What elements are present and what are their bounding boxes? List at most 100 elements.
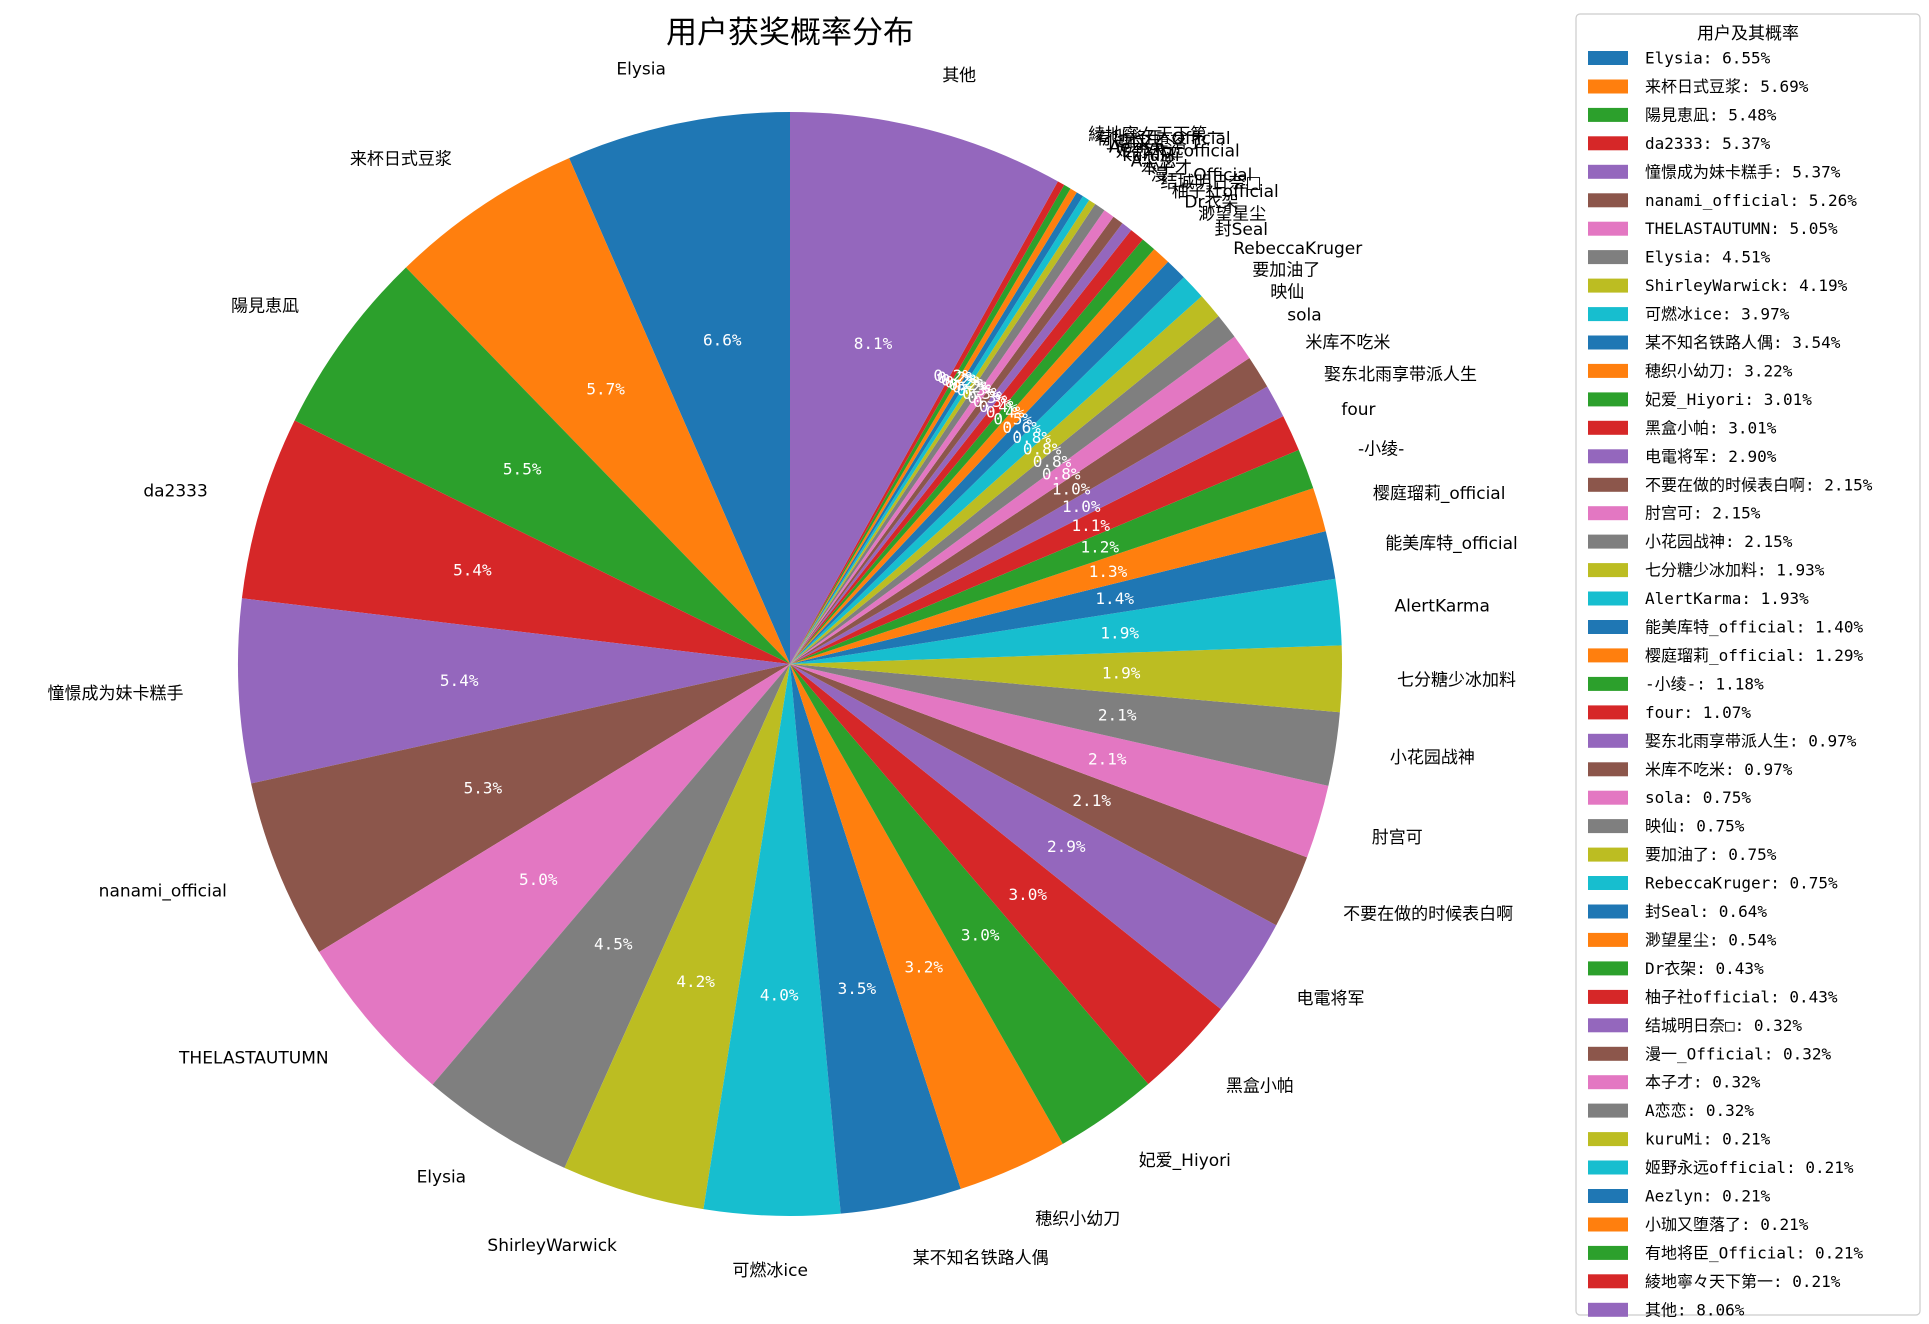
legend-entry-label: 黑盒小帕: 3.01% [1645, 418, 1777, 437]
legend-entry-label: 漫一_Official: 0.32% [1645, 1044, 1831, 1063]
slice-percent-label: 0.4% [986, 403, 1025, 422]
slice-percent-labels: 6.6% 5.7% 5.5% 5.4% 5.4% 5.3% 5.0% 4.5% 4.2% 4.0%… [440, 330, 1141, 1004]
slice-percent-label: 0.8% [1023, 440, 1062, 459]
slice-name-label: Dr衣架 [1184, 192, 1238, 212]
slice-name-label: sola [1287, 306, 1321, 326]
legend-entry-label: kuruMi: 0.21% [1645, 1130, 1771, 1149]
pie-slice [432, 664, 790, 1168]
slice-name-label: -小绫- [1358, 439, 1404, 459]
pie-slice [790, 239, 1155, 664]
legend-swatch [1588, 591, 1628, 606]
legend-entry-label: 本子才: 0.32% [1645, 1073, 1761, 1092]
slice-percent-label: 1.9% [1100, 623, 1139, 642]
legend-swatch [1588, 1046, 1628, 1061]
legend-swatch [1588, 705, 1628, 720]
legend-swatch [1588, 563, 1628, 578]
legend: 用户及其概率 Elysia: 6.55% 来杯日式豆浆: 5.69% 陽見恵凪: 5… [1575, 13, 1921, 1319]
legend-swatch [1588, 363, 1628, 378]
pie-slice [790, 664, 1149, 1144]
slice-percent-label: 3.5% [838, 979, 877, 998]
legend-entry-label: Dr衣架: 0.43% [1645, 959, 1764, 978]
legend-entry-label: Elysia: 6.55% [1645, 49, 1771, 68]
slice-name-label: kuruMi [1122, 146, 1179, 166]
pie-slice [790, 664, 1340, 786]
legend-entry-label: 映仙: 0.75% [1645, 817, 1745, 836]
slice-name-label: RebeccaKruger [1233, 239, 1362, 259]
slice-percent-label: 5.7% [586, 379, 625, 398]
slice-name-label: 小花园战神 [1390, 748, 1475, 768]
pie-slice [790, 386, 1284, 664]
legend-swatch [1588, 506, 1628, 521]
legend-swatch [1588, 1189, 1628, 1203]
slice-name-label: 某不知名铁路人偶 [913, 1249, 1049, 1269]
pie-slice [790, 261, 1184, 664]
pie-slice [790, 357, 1268, 664]
legend-swatch [1588, 534, 1628, 549]
slice-name-label: nanami_official [99, 881, 227, 901]
slice-percent-label: 5.0% [519, 870, 558, 889]
slice-name-label: Elysia [616, 60, 666, 80]
legend-entry-label: RebeccaKruger: 0.75% [1645, 874, 1838, 893]
pie-slice [294, 267, 790, 664]
slice-name-label: 映仙 [1270, 283, 1304, 303]
slice-percent-label: 0.8% [1033, 452, 1072, 471]
pie-slice [241, 420, 791, 664]
legend-entry-label: sola: 0.75% [1645, 788, 1751, 807]
legend-entry-label: Aezlyn: 0.21% [1645, 1187, 1771, 1206]
legend-swatch [1588, 221, 1628, 236]
legend-swatch [1588, 676, 1628, 691]
legend-swatch [1588, 1018, 1628, 1033]
legend-entry-label: A恋恋: 0.32% [1645, 1101, 1754, 1120]
legend-swatch [1588, 876, 1628, 890]
legend-swatch [1588, 819, 1628, 834]
pie-slice [790, 449, 1314, 664]
pie-slice [790, 111, 1058, 664]
legend-entry-label: 七分糖少冰加料: 1.93% [1645, 561, 1825, 580]
legend-swatch [1588, 193, 1628, 208]
slice-percent-label: 6.6% [703, 330, 742, 349]
legend-entry-label: 娶东北雨享带派人生: 0.97% [1645, 731, 1857, 750]
slice-percent-label: 1.1% [1072, 516, 1111, 535]
pie-slice [790, 200, 1096, 664]
slice-percent-label: 5.4% [453, 560, 492, 579]
slice-percent-label: 1.3% [1089, 562, 1128, 581]
legend-entry-label: Elysia: 4.51% [1645, 248, 1771, 267]
legend-entry-label: -小绫-: 1.18% [1645, 674, 1764, 693]
pie-slice [790, 416, 1299, 664]
slice-percent-label: 8.1% [854, 334, 893, 353]
slice-percent-label: 1.9% [1102, 663, 1141, 682]
legend-swatch [1588, 989, 1628, 1004]
legend-entry-label: 结城明日奈□: 0.32% [1645, 1016, 1802, 1035]
pie-slices [237, 111, 1342, 1216]
slice-percent-label: 0.2% [952, 377, 991, 396]
legend-swatch [1588, 790, 1628, 805]
pie-slice [790, 216, 1123, 664]
legend-entry-label: 肘宫可: 2.15% [1645, 504, 1761, 523]
slice-percent-label: 2.9% [1047, 837, 1086, 856]
legend-swatch [1588, 847, 1628, 862]
legend-entry-label: 电電将军: 2.90% [1645, 447, 1777, 466]
legend-swatch [1588, 1160, 1628, 1175]
slice-name-label: 其他 [942, 66, 976, 86]
pie-slice [251, 664, 791, 953]
legend-swatch [1588, 1103, 1628, 1118]
legend-entry-label: four: 1.07% [1645, 703, 1751, 722]
pie-slice [790, 181, 1065, 664]
legend-entry-label: 姬野永远official: 0.21% [1645, 1158, 1854, 1177]
slice-name-label: 肘宫可 [1372, 828, 1423, 848]
legend-entry-label: AlertKarma: 1.93% [1645, 589, 1809, 608]
legend-swatch [1588, 1217, 1628, 1232]
legend-entry-label: THELASTAUTUMN: 5.05% [1645, 219, 1838, 238]
slice-name-label: 妃爱_Hiyori [1139, 1151, 1231, 1171]
pie-slice [790, 184, 1071, 664]
pie-slice [790, 223, 1132, 664]
legend-swatch [1588, 762, 1628, 777]
slice-percent-label: 1.0% [1052, 479, 1091, 498]
slice-percent-label: 1.2% [1081, 537, 1120, 556]
legend-entry-label: 能美库特_official: 1.40% [1645, 618, 1863, 637]
slice-percent-label: 3.2% [905, 958, 944, 977]
legend-swatch [1588, 1274, 1628, 1289]
slice-percent-label: 0.2% [941, 370, 980, 389]
slice-name-label: 结城明日奈□ [1161, 173, 1262, 193]
slice-name-label: 漫一_Official [1151, 166, 1253, 186]
